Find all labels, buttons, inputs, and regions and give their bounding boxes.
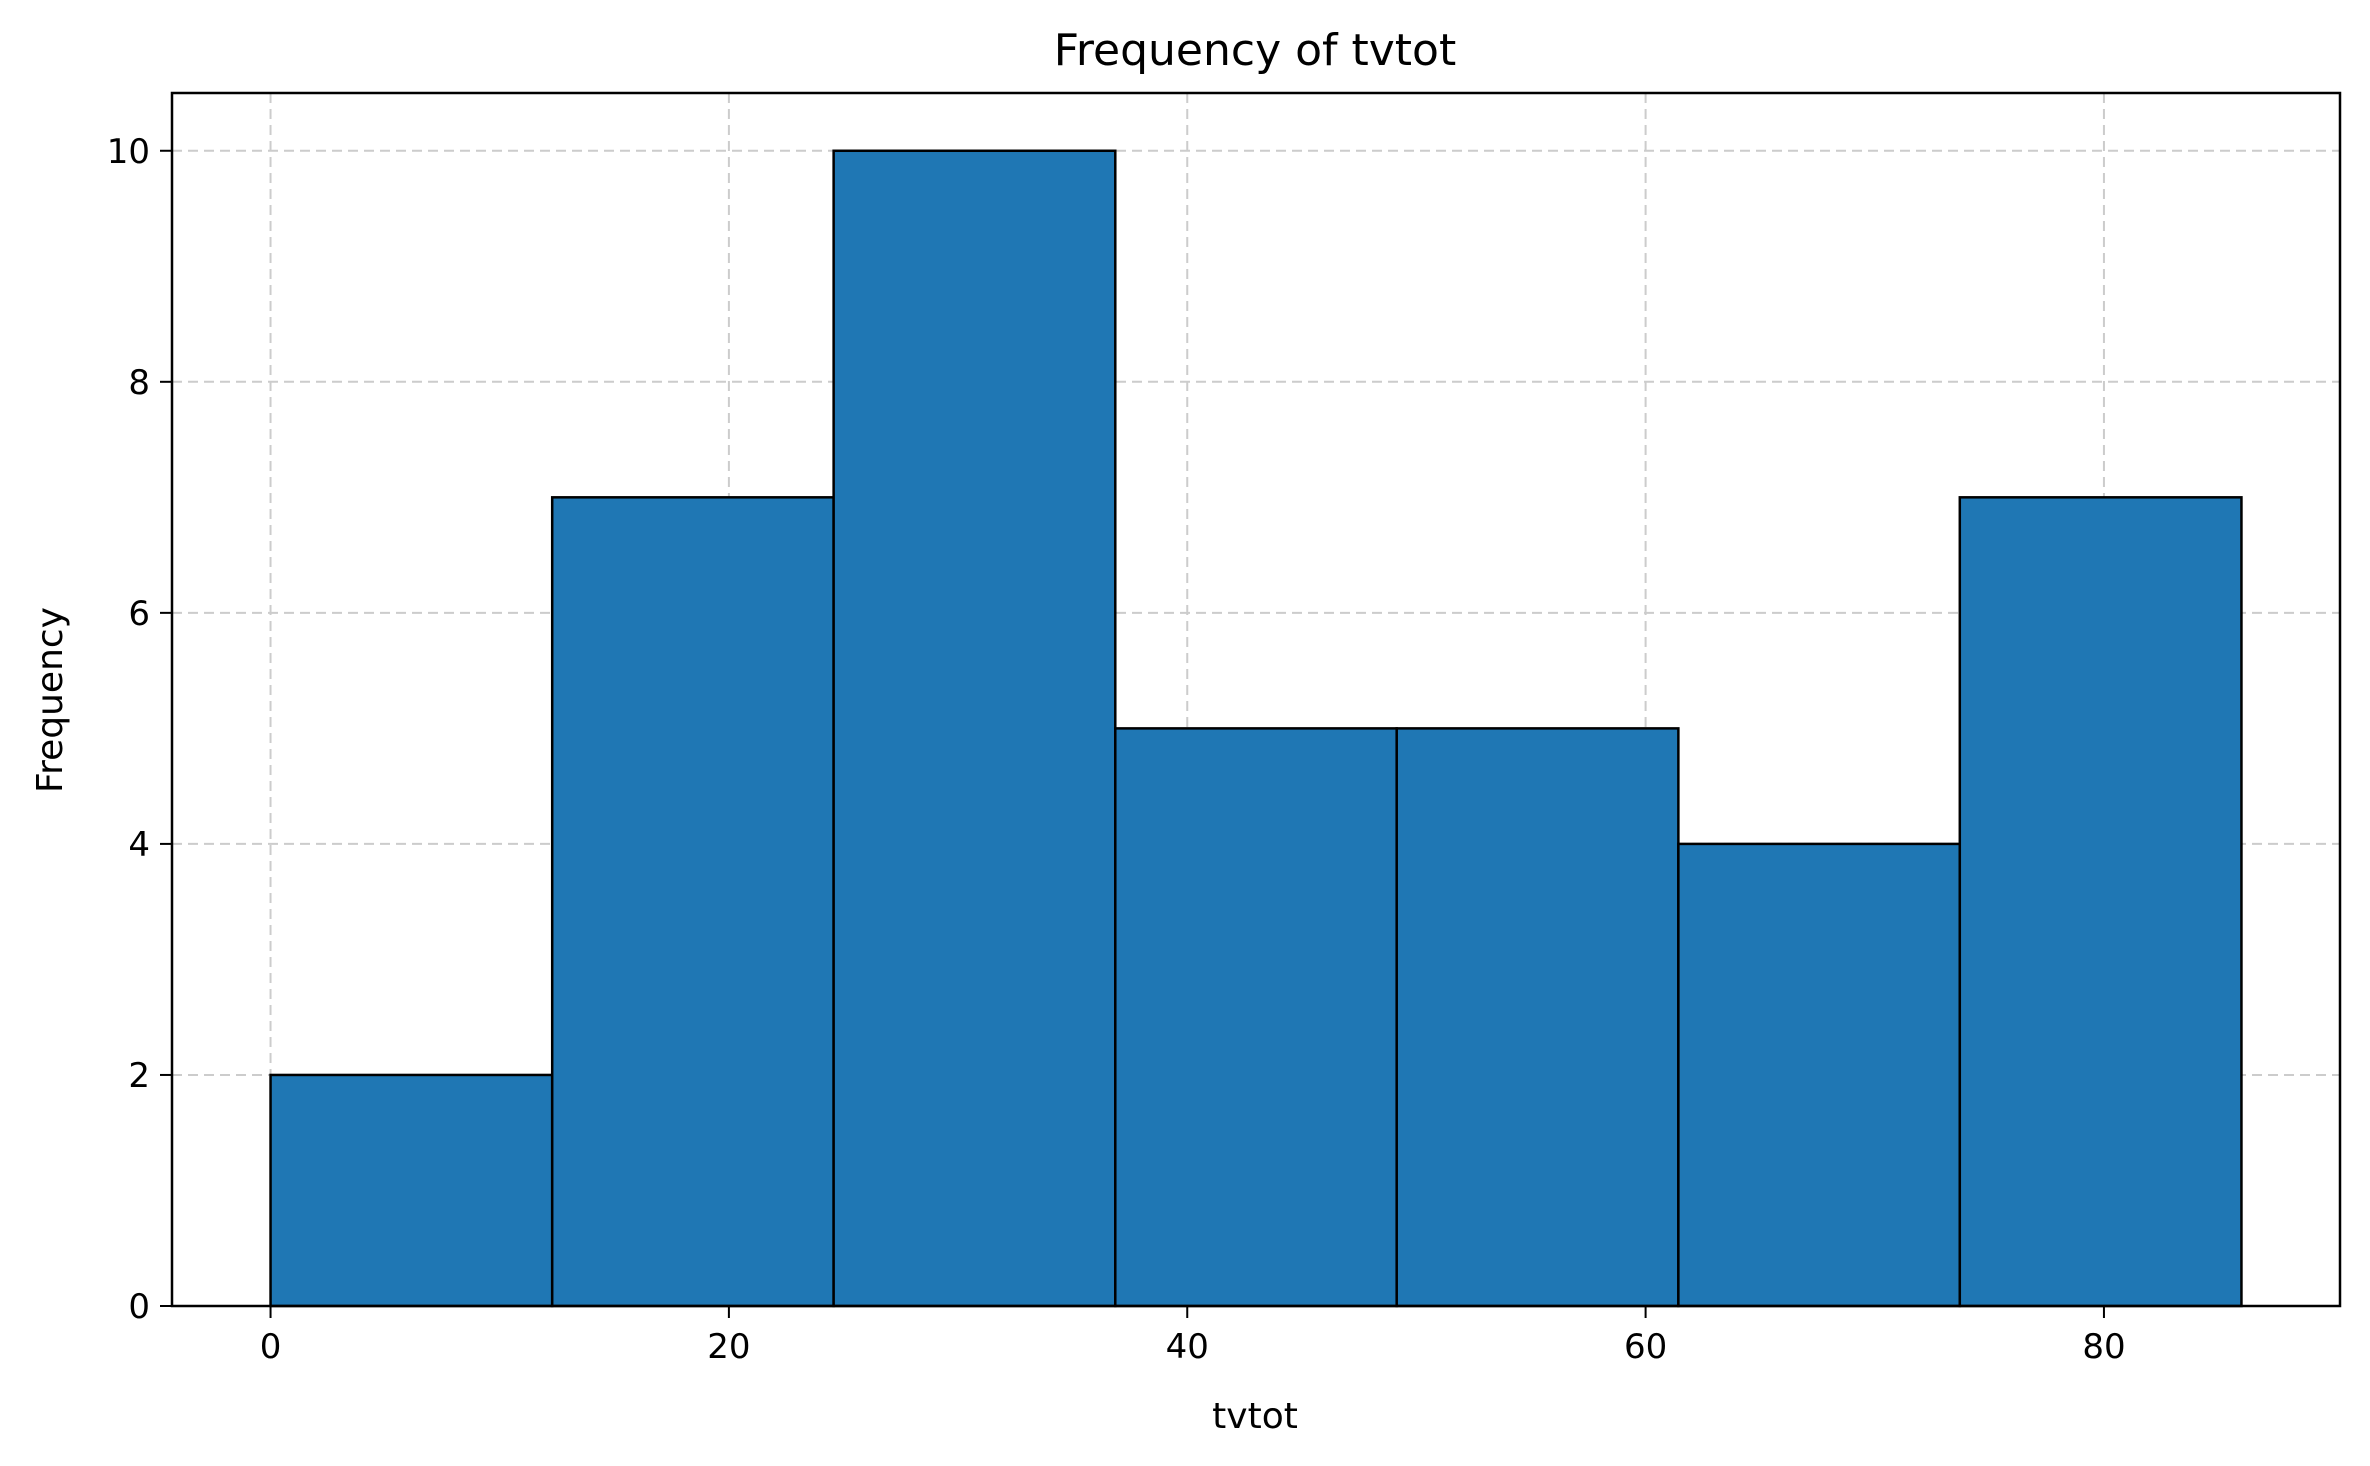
- x-tick-label: 60: [1624, 1327, 1667, 1367]
- y-axis-ticks: 0 2 4 6 8 10: [107, 132, 172, 1327]
- histogram-bars: [269, 149, 2243, 1308]
- plot-frame: [170, 91, 2342, 1308]
- y-tick-label: 6: [128, 594, 150, 634]
- x-tick-label: 20: [707, 1327, 750, 1367]
- histogram-bar: [1114, 727, 1398, 1308]
- y-tick-label: 4: [128, 825, 150, 865]
- histogram-bar: [832, 149, 1117, 1308]
- histogram-bar: [1677, 842, 1962, 1308]
- x-tick-label: 80: [2082, 1327, 2125, 1367]
- y-tick-label: 8: [128, 363, 150, 403]
- y-tick-label: 0: [128, 1287, 150, 1327]
- y-tick-label: 10: [107, 132, 150, 172]
- x-axis-label: tvtot: [1212, 1396, 1298, 1437]
- x-tick-label: 40: [1166, 1327, 1209, 1367]
- histogram-bar: [550, 496, 835, 1308]
- x-axis-ticks: 0 20 40 60 80: [260, 1306, 2126, 1367]
- y-axis-label: Frequency: [30, 607, 71, 793]
- histogram-bar: [269, 1073, 554, 1308]
- histogram-bar: [1958, 496, 2243, 1308]
- histogram-bar: [1395, 727, 1680, 1308]
- chart-title: Frequency of tvtot: [1054, 25, 1456, 76]
- y-tick-label: 2: [128, 1056, 150, 1096]
- x-tick-label: 0: [260, 1327, 282, 1367]
